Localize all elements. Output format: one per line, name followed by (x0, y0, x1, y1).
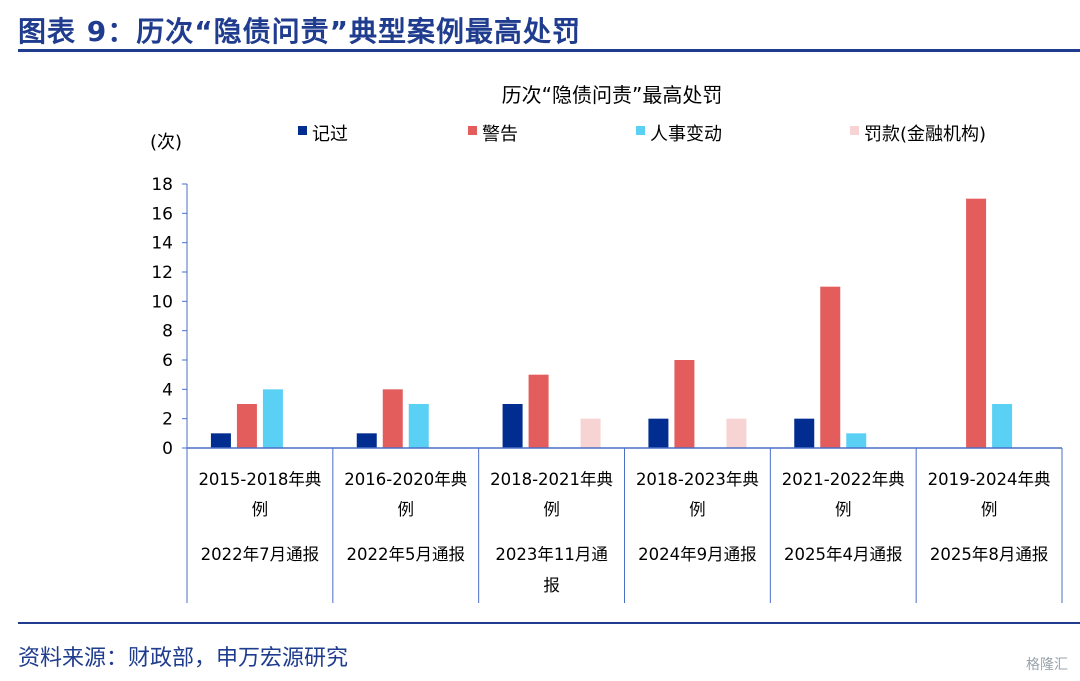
y-tick-label: 8 (162, 322, 173, 342)
y-axis: 0 2 4 6 8 10 12 14 16 18 (151, 175, 188, 603)
bar (674, 360, 695, 448)
chart-title: 历次“隐债问责”最高处罚 (502, 83, 723, 107)
legend-label: 罚款(金融机构) (864, 124, 986, 145)
legend-swatch (298, 126, 307, 135)
category-label: 2023年11月通 (495, 545, 608, 564)
category-label: 2022年7月通报 (201, 545, 320, 564)
bar (502, 404, 523, 448)
y-tick-label: 2 (162, 410, 173, 430)
category-label: 2022年5月通报 (347, 545, 466, 564)
y-tick-label: 14 (151, 234, 173, 254)
bar (382, 389, 403, 448)
category-label: 2018-2021年典 (490, 470, 613, 489)
bar (236, 404, 257, 448)
chart-legend: 记过 警告 人事变动 罚款(金融机构) (298, 124, 986, 145)
category-label: 2016-2020年典 (344, 470, 467, 489)
bar (820, 286, 841, 448)
bar (528, 374, 549, 448)
category-label: 2019-2024年典 (928, 470, 1051, 489)
bar (992, 404, 1013, 448)
y-tick-label: 12 (151, 263, 173, 283)
bar (966, 198, 987, 448)
category-label: 2015-2018年典 (198, 470, 321, 489)
page-title: 图表 9：历次“隐债问责”典型案例最高处罚 (18, 15, 582, 48)
category-label: 例 (981, 500, 998, 519)
footer-divider (18, 622, 1080, 624)
legend-label: 警告 (482, 124, 518, 145)
bars-group (210, 198, 1013, 448)
source-note: 资料来源：财政部，申万宏源研究 (18, 646, 349, 671)
bar (726, 418, 747, 448)
bar (356, 433, 377, 448)
bar (408, 404, 429, 448)
category-label: 2018-2023年典 (636, 470, 759, 489)
x-axis-table: 2015-2018年典例2022年7月通报2016-2020年典例2022年5月… (186, 447, 1063, 603)
legend-swatch (850, 126, 859, 135)
category-label: 2024年9月通报 (638, 545, 757, 564)
y-tick-label: 6 (162, 351, 173, 371)
category-label: 例 (543, 500, 560, 519)
watermark: 格隆汇 (1026, 657, 1068, 673)
legend-label: 人事变动 (650, 124, 722, 145)
legend-swatch (636, 126, 645, 135)
category-label: 例 (835, 500, 852, 519)
y-tick-label: 0 (162, 439, 173, 459)
legend-swatch (468, 126, 477, 135)
category-label: 例 (398, 500, 415, 519)
category-label: 2021-2022年典 (782, 470, 905, 489)
category-label: 2025年8月通报 (930, 545, 1049, 564)
category-label: 2025年4月通报 (784, 545, 903, 564)
y-tick-label: 4 (162, 380, 173, 400)
header-divider (18, 49, 1080, 52)
category-label: 例 (689, 500, 706, 519)
y-tick-label: 18 (151, 175, 173, 195)
legend-label: 记过 (312, 124, 348, 145)
category-label: 报 (543, 576, 560, 595)
category-label: 例 (252, 500, 269, 519)
bar (648, 418, 669, 448)
y-tick-label: 16 (151, 204, 173, 224)
bar (580, 418, 601, 448)
y-axis-unit-label: (次) (150, 132, 182, 153)
bar (210, 433, 231, 448)
bar (846, 433, 867, 448)
bar (262, 389, 283, 448)
y-tick-label: 10 (151, 292, 173, 312)
bar (794, 418, 815, 448)
